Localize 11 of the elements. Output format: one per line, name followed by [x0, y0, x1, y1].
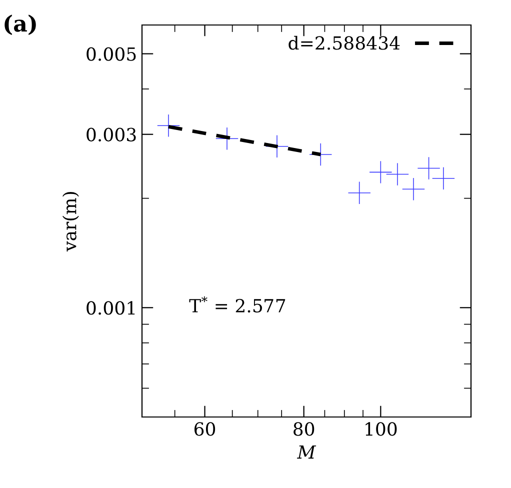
x-tick-label: 60	[194, 422, 216, 436]
y-axis-title: var(m)	[62, 192, 79, 252]
annotation: T$^{*}$ = 2.577	[189, 296, 286, 313]
y-tick-label: 0.005	[86, 47, 136, 61]
text: (a)	[4, 14, 36, 35]
legend-label: d=2.588434	[288, 36, 400, 50]
x-axis-title: M	[296, 445, 316, 459]
x-tick-label: 80	[294, 422, 314, 436]
y-tick-label: 0.003	[86, 128, 136, 142]
x-tick-label: 100	[366, 422, 397, 436]
y-tick-label: 0.001	[86, 301, 135, 315]
